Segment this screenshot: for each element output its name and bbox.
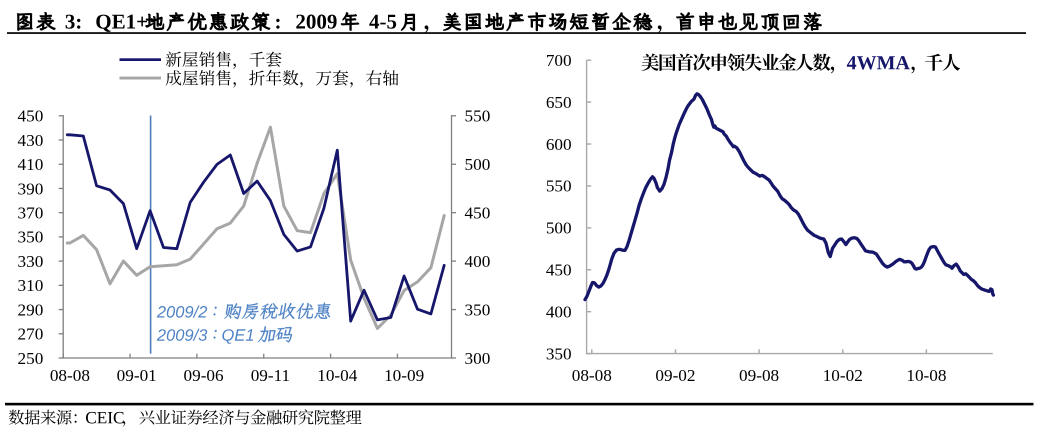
svg-text:08-08: 08-08 (572, 366, 612, 385)
svg-text:500: 500 (465, 155, 491, 174)
svg-text:450: 450 (546, 261, 572, 280)
svg-text:370: 370 (18, 203, 44, 222)
svg-text:550: 550 (546, 177, 572, 196)
svg-text:300: 300 (465, 349, 491, 368)
svg-text:450: 450 (465, 203, 491, 222)
svg-text:350: 350 (465, 300, 491, 319)
svg-text:09-01: 09-01 (117, 366, 157, 385)
svg-text:330: 330 (18, 252, 44, 271)
svg-text:10-08: 10-08 (906, 366, 946, 385)
svg-text:650: 650 (546, 93, 572, 112)
svg-text:400: 400 (465, 252, 491, 271)
svg-text:10-09: 10-09 (384, 366, 424, 385)
svg-text:09-08: 09-08 (739, 366, 779, 385)
svg-text:10-04: 10-04 (317, 366, 358, 385)
svg-text:350: 350 (18, 228, 44, 247)
svg-text:400: 400 (546, 302, 572, 321)
svg-text:550: 550 (465, 107, 491, 126)
svg-text:270: 270 (18, 325, 44, 344)
svg-text:09-02: 09-02 (655, 366, 695, 385)
svg-text:250: 250 (18, 349, 44, 368)
svg-text:350: 350 (546, 344, 572, 363)
svg-text:500: 500 (546, 219, 572, 238)
svg-text:700: 700 (546, 51, 572, 70)
svg-text:390: 390 (18, 179, 44, 198)
svg-text:450: 450 (18, 107, 44, 126)
svg-text:600: 600 (546, 135, 572, 154)
svg-text:290: 290 (18, 300, 44, 319)
svg-text:430: 430 (18, 131, 44, 150)
svg-text:09-06: 09-06 (184, 366, 225, 385)
svg-text:10-02: 10-02 (823, 366, 863, 385)
svg-text:310: 310 (18, 276, 44, 295)
svg-text:08-08: 08-08 (50, 366, 90, 385)
svg-text:410: 410 (18, 155, 44, 174)
svg-text:09-11: 09-11 (251, 366, 290, 385)
